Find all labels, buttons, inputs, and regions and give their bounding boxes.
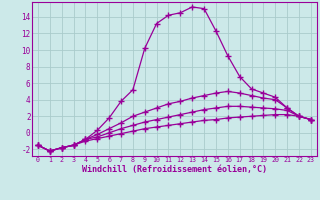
X-axis label: Windchill (Refroidissement éolien,°C): Windchill (Refroidissement éolien,°C) (82, 165, 267, 174)
